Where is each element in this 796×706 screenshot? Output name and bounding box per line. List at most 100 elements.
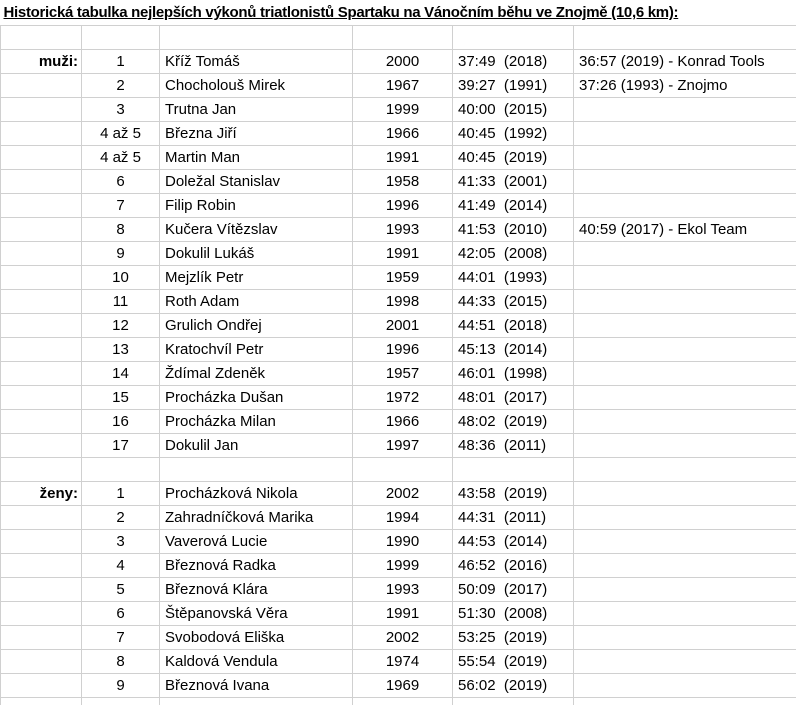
birth-year-cell[interactable]: 1997 xyxy=(352,433,453,458)
time-cell[interactable]: 44:31 (2011) xyxy=(452,505,574,530)
name-cell[interactable]: Dokulil Jan xyxy=(159,433,353,458)
name-cell[interactable]: Filip Robin xyxy=(159,193,353,218)
birth-year-cell[interactable]: 1993 xyxy=(352,577,453,602)
birth-year-cell[interactable]: 2000 xyxy=(352,49,453,74)
note-cell[interactable] xyxy=(573,673,796,698)
note-cell[interactable] xyxy=(573,241,796,266)
name-cell[interactable]: Procházka Milan xyxy=(159,409,353,434)
rank-cell[interactable]: 12 xyxy=(81,313,160,338)
name-cell[interactable]: Chocholouš Mirek xyxy=(159,73,353,98)
birth-year-cell[interactable]: 1996 xyxy=(352,337,453,362)
name-cell[interactable]: Vaverová Lucie xyxy=(159,529,353,554)
note-cell[interactable] xyxy=(573,433,796,458)
note-cell[interactable] xyxy=(573,193,796,218)
name-cell[interactable]: Zahradníčková Marika xyxy=(159,505,353,530)
note-cell[interactable] xyxy=(573,385,796,410)
note-cell[interactable] xyxy=(573,409,796,434)
time-cell[interactable]: 37:49 (2018) xyxy=(452,49,574,74)
time-cell[interactable]: 41:53 (2010) xyxy=(452,217,574,242)
name-cell[interactable]: Mejzlík Petr xyxy=(159,265,353,290)
rank-cell[interactable]: 7 xyxy=(81,193,160,218)
empty-cell[interactable] xyxy=(0,505,82,530)
birth-year-cell[interactable]: 1991 xyxy=(352,241,453,266)
empty-cell[interactable] xyxy=(573,457,796,482)
note-cell[interactable] xyxy=(573,97,796,122)
empty-cell[interactable] xyxy=(159,25,353,50)
section-label-cell[interactable]: ženy: xyxy=(0,481,82,506)
rank-cell[interactable]: 1 xyxy=(81,481,160,506)
time-cell[interactable]: 48:01 (2017) xyxy=(452,385,574,410)
empty-cell[interactable] xyxy=(81,457,160,482)
rank-cell[interactable]: 14 xyxy=(81,361,160,386)
name-cell[interactable]: Procházka Dušan xyxy=(159,385,353,410)
empty-cell[interactable] xyxy=(573,697,796,705)
birth-year-cell[interactable]: 1966 xyxy=(352,121,453,146)
note-cell[interactable] xyxy=(573,505,796,530)
time-cell[interactable]: 42:05 (2008) xyxy=(452,241,574,266)
birth-year-cell[interactable]: 1966 xyxy=(352,409,453,434)
birth-year-cell[interactable]: 1993 xyxy=(352,217,453,242)
birth-year-cell[interactable]: 2002 xyxy=(352,481,453,506)
name-cell[interactable]: Březnová Radka xyxy=(159,553,353,578)
empty-cell[interactable] xyxy=(0,73,82,98)
rank-cell[interactable]: 8 xyxy=(81,649,160,674)
empty-cell[interactable] xyxy=(0,361,82,386)
note-cell[interactable]: 40:59 (2017) - Ekol Team xyxy=(573,217,796,242)
rank-cell[interactable]: 2 xyxy=(81,505,160,530)
name-cell[interactable]: Štěpanovská Věra xyxy=(159,601,353,626)
rank-cell[interactable]: 6 xyxy=(81,169,160,194)
name-cell[interactable]: Března Jiří xyxy=(159,121,353,146)
empty-cell[interactable] xyxy=(0,337,82,362)
birth-year-cell[interactable]: 1957 xyxy=(352,361,453,386)
rank-cell[interactable]: 3 xyxy=(81,529,160,554)
empty-cell[interactable] xyxy=(0,241,82,266)
note-cell[interactable] xyxy=(573,169,796,194)
empty-cell[interactable] xyxy=(573,25,796,50)
empty-cell[interactable] xyxy=(0,625,82,650)
note-cell[interactable] xyxy=(573,145,796,170)
note-cell[interactable]: 36:57 (2019) - Konrad Tools xyxy=(573,49,796,74)
empty-cell[interactable] xyxy=(0,673,82,698)
time-cell[interactable]: 41:49 (2014) xyxy=(452,193,574,218)
rank-cell[interactable]: 16 xyxy=(81,409,160,434)
birth-year-cell[interactable]: 1969 xyxy=(352,673,453,698)
empty-cell[interactable] xyxy=(452,697,574,705)
note-cell[interactable] xyxy=(573,577,796,602)
empty-cell[interactable] xyxy=(0,553,82,578)
name-cell[interactable]: Procházková Nikola xyxy=(159,481,353,506)
rank-cell[interactable]: 6 xyxy=(81,601,160,626)
note-cell[interactable] xyxy=(573,361,796,386)
rank-cell[interactable]: 11 xyxy=(81,289,160,314)
empty-cell[interactable] xyxy=(0,409,82,434)
rank-cell[interactable]: 5 xyxy=(81,577,160,602)
empty-cell[interactable] xyxy=(81,25,160,50)
time-cell[interactable]: 40:00 (2015) xyxy=(452,97,574,122)
empty-cell[interactable] xyxy=(352,697,453,705)
empty-cell[interactable] xyxy=(0,217,82,242)
rank-cell[interactable]: 2 xyxy=(81,73,160,98)
empty-cell[interactable] xyxy=(0,697,82,705)
empty-cell[interactable] xyxy=(159,457,353,482)
name-cell[interactable]: Kratochvíl Petr xyxy=(159,337,353,362)
birth-year-cell[interactable]: 1991 xyxy=(352,145,453,170)
rank-cell[interactable]: 3 xyxy=(81,97,160,122)
name-cell[interactable]: Trutna Jan xyxy=(159,97,353,122)
empty-cell[interactable] xyxy=(0,97,82,122)
time-cell[interactable]: 40:45 (2019) xyxy=(452,145,574,170)
time-cell[interactable]: 56:02 (2019) xyxy=(452,673,574,698)
empty-cell[interactable] xyxy=(0,265,82,290)
time-cell[interactable]: 44:33 (2015) xyxy=(452,289,574,314)
note-cell[interactable] xyxy=(573,289,796,314)
note-cell[interactable] xyxy=(573,337,796,362)
birth-year-cell[interactable]: 1999 xyxy=(352,97,453,122)
empty-cell[interactable] xyxy=(0,385,82,410)
birth-year-cell[interactable]: 1967 xyxy=(352,73,453,98)
birth-year-cell[interactable]: 1959 xyxy=(352,265,453,290)
name-cell[interactable]: Grulich Ondřej xyxy=(159,313,353,338)
rank-cell[interactable]: 7 xyxy=(81,625,160,650)
name-cell[interactable]: Ždímal Zdeněk xyxy=(159,361,353,386)
time-cell[interactable]: 50:09 (2017) xyxy=(452,577,574,602)
empty-cell[interactable] xyxy=(0,193,82,218)
name-cell[interactable]: Doležal Stanislav xyxy=(159,169,353,194)
birth-year-cell[interactable]: 1994 xyxy=(352,505,453,530)
